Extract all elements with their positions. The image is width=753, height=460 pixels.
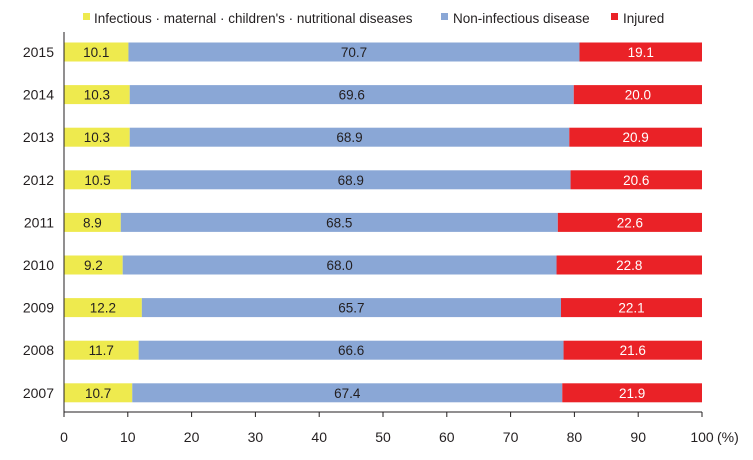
bar-segment-2010-series-1 (64, 255, 123, 275)
x-tick-label-60: 60 (439, 429, 455, 445)
data-label-2014-series-2: 69.6 (339, 88, 365, 103)
x-tick-label-50: 50 (375, 429, 391, 445)
legend: Infectious · maternal · children's · nut… (83, 11, 664, 26)
data-label-2013-series-2: 68.9 (336, 130, 362, 145)
data-label-2007-series-3: 21.9 (619, 386, 645, 401)
bar-segment-2007-series-2 (132, 383, 563, 403)
bar-segment-2012-series-2 (130, 170, 571, 190)
bar-segment-2007-series-1 (64, 383, 133, 403)
x-tick-label-90: 90 (630, 429, 646, 445)
data-label-2010-series-1: 9.2 (84, 258, 103, 273)
bar-segment-2013-series-2 (129, 127, 570, 147)
data-label-2007-series-1: 10.7 (85, 386, 111, 401)
year-label-2007: 2007 (23, 385, 54, 401)
data-label-2010-series-2: 68.0 (326, 258, 352, 273)
year-label-2013: 2013 (23, 129, 54, 145)
bar-segment-2008-series-1 (64, 340, 139, 360)
bars: 2015 10.1 70.7 19.1 2014 10.3 69.6 20.0 2013 10.3… (23, 42, 702, 403)
bar-segment-2015-series-3 (579, 42, 702, 62)
bar-segment-2014-series-1 (64, 85, 130, 105)
x-tick-label-70: 70 (503, 429, 519, 445)
data-label-2013-series-1: 10.3 (84, 130, 110, 145)
data-label-2009-series-2: 65.7 (338, 301, 364, 316)
data-label-2012-series-1: 10.5 (84, 173, 110, 188)
bar-segment-2013-series-1 (64, 127, 130, 147)
x-tick-label-30: 30 (248, 429, 264, 445)
bar-segment-2009-series-3 (561, 298, 702, 318)
year-label-2011: 2011 (24, 214, 54, 230)
data-label-2011-series-3: 22.6 (617, 215, 643, 230)
bar-segment-2008-series-3 (563, 340, 702, 360)
x-tick-label-0: 0 (60, 429, 68, 445)
legend-swatch-1 (83, 13, 90, 20)
data-label-2011-series-1: 8.9 (83, 215, 102, 230)
data-label-2012-series-3: 20.6 (623, 173, 649, 188)
bar-segment-2010-series-2 (122, 255, 557, 275)
bar-segment-2009-series-2 (141, 298, 562, 318)
data-label-2009-series-1: 12.2 (90, 301, 116, 316)
data-label-2015-series-3: 19.1 (628, 45, 654, 60)
data-label-2009-series-3: 22.1 (618, 301, 644, 316)
legend-label-3: Injured (623, 11, 664, 26)
year-label-2008: 2008 (23, 342, 54, 358)
data-label-2007-series-2: 67.4 (334, 386, 361, 401)
x-tick-label-80: 80 (567, 429, 583, 445)
bar-segment-2007-series-3 (562, 383, 702, 403)
legend-swatch-3 (611, 13, 618, 20)
year-label-2010: 2010 (23, 257, 54, 273)
bar-segment-2011-series-3 (557, 212, 702, 232)
legend-label-1: Infectious · maternal · children's · nut… (94, 11, 413, 26)
bar-segment-2008-series-2 (138, 340, 564, 360)
data-label-2011-series-2: 68.5 (326, 215, 352, 230)
data-label-2010-series-3: 22.8 (616, 258, 642, 273)
axes: 0 10 20 30 40 50 60 70 80 90 100 (%) (60, 32, 739, 445)
data-label-2008-series-2: 66.6 (338, 343, 364, 358)
year-label-2014: 2014 (23, 87, 54, 103)
bar-segment-2012-series-1 (64, 170, 131, 190)
bar-segment-2015-series-2 (128, 42, 580, 62)
bar-segment-2012-series-3 (570, 170, 702, 190)
x-tick-label-40: 40 (311, 429, 327, 445)
bar-segment-2009-series-1 (64, 298, 142, 318)
data-label-2015-series-1: 10.1 (83, 45, 109, 60)
legend-label-2: Non-infectious disease (453, 11, 590, 26)
data-label-2012-series-2: 68.9 (338, 173, 364, 188)
data-label-2013-series-3: 20.9 (623, 130, 649, 145)
bar-segment-2014-series-2 (129, 85, 574, 105)
bar-segment-2013-series-3 (569, 127, 702, 147)
data-label-2014-series-3: 20.0 (625, 88, 651, 103)
legend-swatch-2 (441, 13, 448, 20)
year-label-2009: 2009 (23, 300, 54, 316)
data-label-2014-series-1: 10.3 (84, 88, 110, 103)
x-tick-label-100: 100 (690, 429, 714, 445)
bar-segment-2011-series-2 (120, 212, 558, 232)
bar-segment-2015-series-1 (64, 42, 129, 62)
x-tick-label-10: 10 (120, 429, 136, 445)
x-tick-label-20: 20 (184, 429, 200, 445)
year-label-2015: 2015 (23, 44, 54, 60)
data-label-2015-series-2: 70.7 (341, 45, 367, 60)
bar-segment-2014-series-3 (573, 85, 702, 105)
bar-segment-2010-series-3 (556, 255, 702, 275)
bar-segment-2011-series-1 (64, 212, 121, 232)
data-label-2008-series-3: 21.6 (620, 343, 646, 358)
x-axis-unit-label: (%) (717, 429, 739, 445)
year-label-2012: 2012 (23, 172, 54, 188)
data-label-2008-series-1: 11.7 (89, 343, 114, 358)
